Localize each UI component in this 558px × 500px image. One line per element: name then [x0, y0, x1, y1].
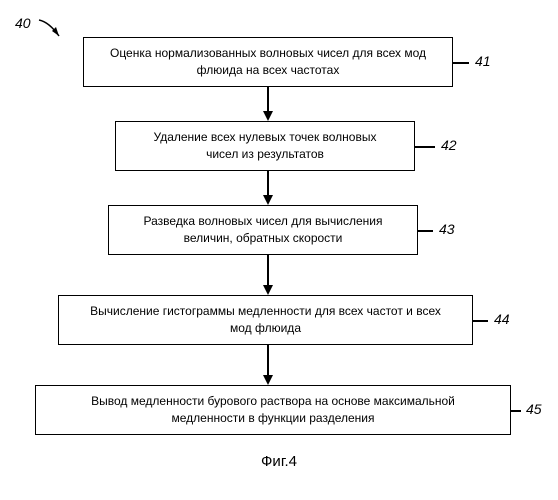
arrow-3-4 [267, 255, 269, 285]
ref-arrow-curve [37, 18, 67, 43]
step-label-41: 41 [475, 53, 491, 69]
arrow-1-2 [267, 87, 269, 111]
step-box-44: Вычисление гистограммы медленности для в… [58, 295, 473, 345]
step-box-45: Вывод медленности бурового раствора на о… [35, 385, 511, 435]
arrow-head-3-4 [263, 285, 273, 295]
step-label-43: 43 [439, 221, 455, 237]
step-label-42: 42 [441, 137, 457, 153]
arrow-head-4-5 [263, 375, 273, 385]
connector-line-45 [511, 410, 521, 412]
step-label-44: 44 [494, 311, 510, 327]
step-text: Вычисление гистограммы медленности для в… [79, 303, 452, 337]
connector-line-43 [418, 230, 433, 232]
connector-line-44 [473, 320, 488, 322]
connector-line-41 [453, 62, 469, 64]
step-text: Оценка нормализованных волновых чисел дл… [104, 45, 432, 79]
arrow-head-1-2 [263, 111, 273, 121]
connector-line-42 [415, 146, 435, 148]
step-box-42: Удаление всех нулевых точек волновых чис… [115, 121, 415, 171]
step-box-41: Оценка нормализованных волновых чисел дл… [83, 37, 453, 87]
arrow-4-5 [267, 345, 269, 375]
arrow-2-3 [267, 171, 269, 195]
figure-caption: Фиг.4 [15, 453, 543, 470]
step-text: Вывод медленности бурового раствора на о… [56, 393, 490, 427]
flowchart-container: 40 Оценка нормализованных волновых чисел… [15, 15, 543, 485]
arrow-head-2-3 [263, 195, 273, 205]
ref-number-40: 40 [15, 15, 31, 31]
step-text: Разведка волновых чисел для вычисления в… [129, 213, 397, 247]
step-label-45: 45 [526, 401, 542, 417]
step-box-43: Разведка волновых чисел для вычисления в… [108, 205, 418, 255]
step-text: Удаление всех нулевых точек волновых чис… [136, 129, 394, 163]
